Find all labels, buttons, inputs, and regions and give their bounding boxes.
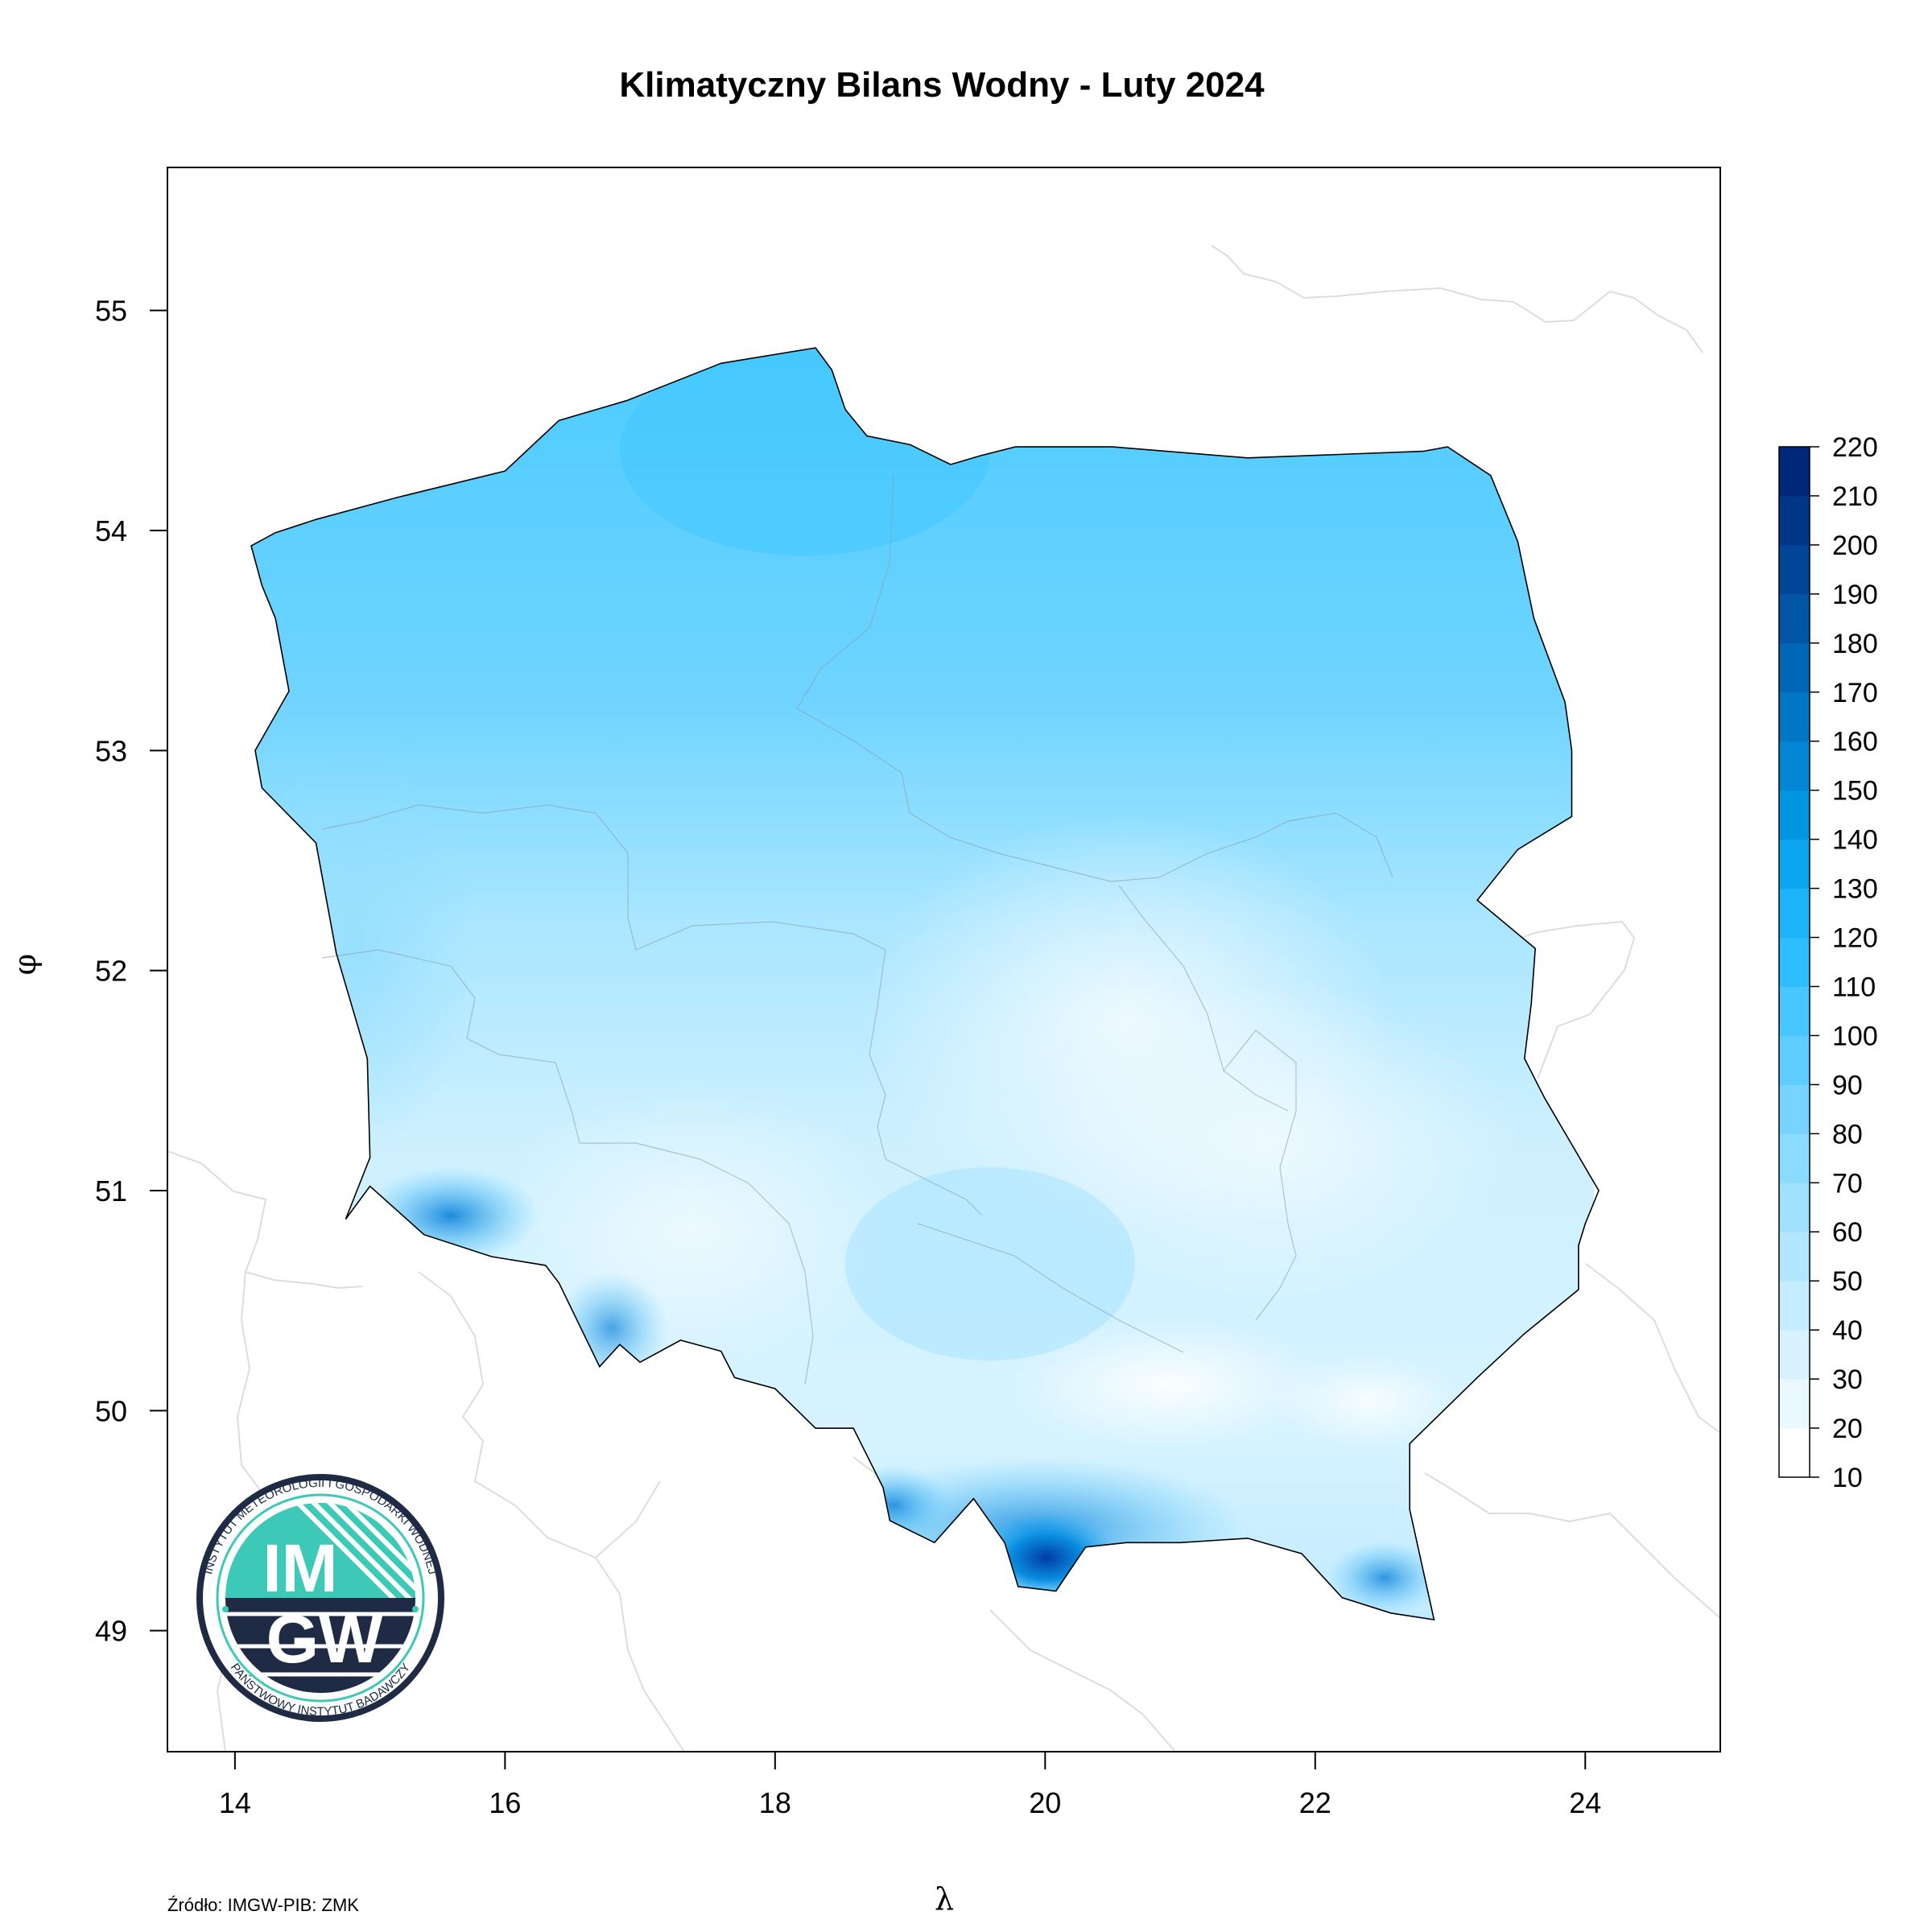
legend-swatch [1779, 1035, 1810, 1085]
map-area [167, 245, 1720, 1752]
legend-swatch [1779, 593, 1810, 644]
legend-label: 50 [1832, 1266, 1863, 1297]
legend-label: 20 [1832, 1414, 1863, 1444]
legend-swatch [1779, 1379, 1810, 1429]
legend-swatch [1779, 986, 1810, 1036]
voivodeship-borders [321, 474, 1393, 1385]
legend-swatch [1779, 839, 1810, 890]
legend-label: 120 [1832, 923, 1878, 954]
legend-label: 210 [1832, 481, 1878, 512]
legend-label: 90 [1832, 1070, 1863, 1100]
legend-swatch [1779, 1133, 1810, 1183]
legend-label: 150 [1832, 776, 1878, 807]
y-tick-label: 52 [95, 955, 127, 988]
legend-swatch [1779, 888, 1810, 939]
legend-label: 80 [1832, 1119, 1863, 1150]
legend-swatch [1779, 642, 1810, 693]
legend-label: 110 [1832, 972, 1876, 1002]
legend-swatch [1779, 1183, 1810, 1232]
legend-label: 180 [1832, 629, 1878, 659]
x-tick-label: 14 [219, 1786, 251, 1819]
legend-label: 40 [1832, 1315, 1863, 1346]
x-tick-label: 22 [1299, 1786, 1331, 1819]
legend-swatch [1779, 741, 1810, 791]
legend-swatch [1779, 544, 1810, 595]
poland-border [250, 347, 1600, 1620]
legend-frame [1778, 446, 1810, 1478]
legend-label: 30 [1832, 1364, 1863, 1395]
legend-swatch [1779, 447, 1810, 497]
legend-swatch [1779, 691, 1810, 742]
legend-swatch [1779, 1428, 1810, 1478]
x-tick-label: 20 [1029, 1786, 1061, 1819]
logo-im: IM [262, 1530, 337, 1606]
y-tick-label: 54 [95, 514, 127, 547]
y-tick-label: 55 [95, 295, 127, 328]
legend-label: 100 [1832, 1021, 1878, 1051]
imgw-logo: IM GW INSTYTUT METEOROLOGII I GOSPODARKI… [196, 1474, 444, 1722]
y-axis: 49 50 51 52 53 54 55 [95, 295, 167, 1648]
y-axis-label: φ [7, 954, 43, 976]
legend-label: 170 [1832, 678, 1878, 708]
legend-swatch [1779, 495, 1810, 546]
legend-label: 200 [1832, 530, 1878, 561]
y-tick-label: 50 [95, 1394, 127, 1427]
legend-label: 220 [1832, 432, 1878, 463]
legend-swatch [1779, 1084, 1810, 1134]
y-tick-label: 51 [95, 1174, 127, 1208]
y-tick-label: 49 [95, 1615, 127, 1648]
x-tick-label: 24 [1569, 1786, 1601, 1819]
source-note: Źródło: IMGW-PIB: ZMK [167, 1895, 359, 1915]
legend-label: 10 [1832, 1463, 1863, 1493]
legend-label: 130 [1832, 874, 1878, 905]
chart-title: Klimatyczny Bilans Wodny - Luty 2024 [619, 65, 1265, 105]
poland-fill [251, 348, 1594, 1620]
x-tick-label: 18 [759, 1786, 791, 1819]
y-tick-label: 53 [95, 734, 127, 767]
x-axis: 14 16 18 20 22 24 [219, 1752, 1601, 1819]
x-axis-label: λ [935, 1881, 954, 1917]
legend-swatch [1779, 790, 1810, 840]
legend-swatch [1779, 1330, 1810, 1380]
legend-swatch [1779, 1281, 1810, 1331]
legend-label: 140 [1832, 825, 1878, 856]
legend-label: 190 [1832, 580, 1878, 610]
plot-frame [167, 167, 1721, 1752]
x-tick-label: 16 [489, 1786, 521, 1819]
legend-label: 160 [1832, 727, 1878, 758]
legend-swatch [1779, 1232, 1810, 1282]
logo-gw: GW [266, 1601, 383, 1677]
legend-label: 70 [1832, 1168, 1863, 1199]
legend: 10 20 30 40 50 60 70 80 90 100 110 120 130 140 150 160 1… [1778, 432, 1878, 1493]
legend-label: 60 [1832, 1217, 1863, 1248]
legend-swatch [1779, 937, 1810, 987]
